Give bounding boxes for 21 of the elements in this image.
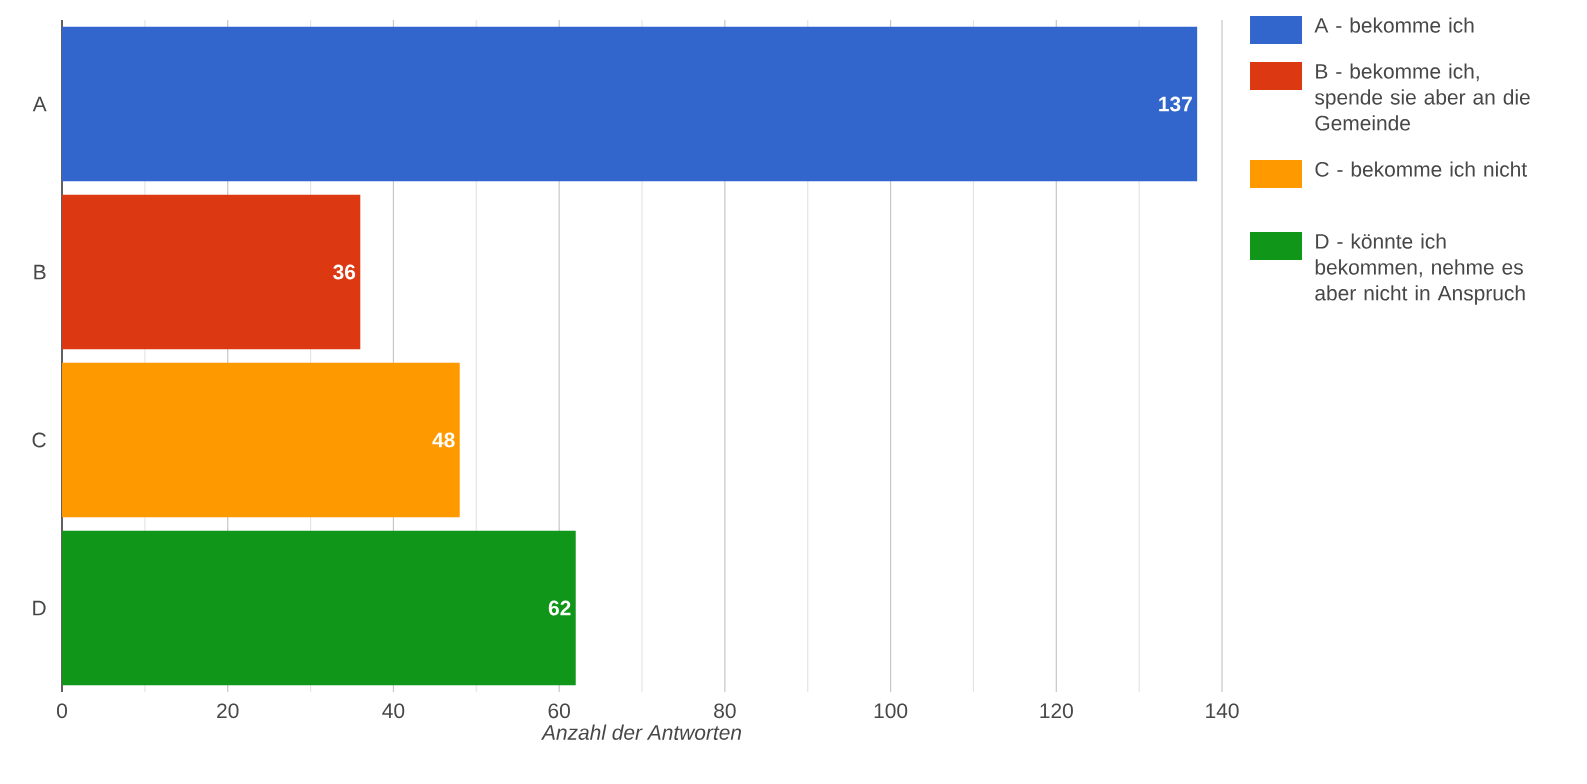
- y-tick-label: A: [32, 96, 47, 112]
- x-tick-label: 100: [874, 703, 908, 719]
- data-label: 137: [1159, 96, 1192, 112]
- x-tick-label: 120: [1040, 703, 1073, 719]
- x-axis-title: Anzahl der Antworten: [540, 724, 742, 740]
- legend-label: B - bekomme ich, spende sie aber an die Gemeinde: [1315, 63, 1530, 131]
- data-label: 62: [548, 600, 571, 616]
- y-tick-label: D: [33, 600, 46, 616]
- data-label: 48: [432, 432, 455, 448]
- legend-label: A - bekomme ich: [1314, 17, 1474, 33]
- x-tick-label: 60: [548, 703, 570, 719]
- x-tick-label: 140: [1206, 703, 1239, 719]
- x-tick-label: 0: [57, 703, 67, 719]
- legend-label: D - könnte ich bekommen, nehme es aber nicht in Anspruch: [1315, 233, 1525, 305]
- y-tick-label: B: [34, 264, 46, 280]
- x-tick-label: 40: [382, 703, 405, 719]
- data-label: 36: [333, 264, 356, 280]
- x-tick-label: 20: [217, 703, 239, 719]
- legend-label: C - bekomme ich nicht: [1315, 161, 1527, 177]
- x-tick-label: 80: [714, 703, 736, 719]
- y-tick-label: C: [32, 432, 46, 448]
